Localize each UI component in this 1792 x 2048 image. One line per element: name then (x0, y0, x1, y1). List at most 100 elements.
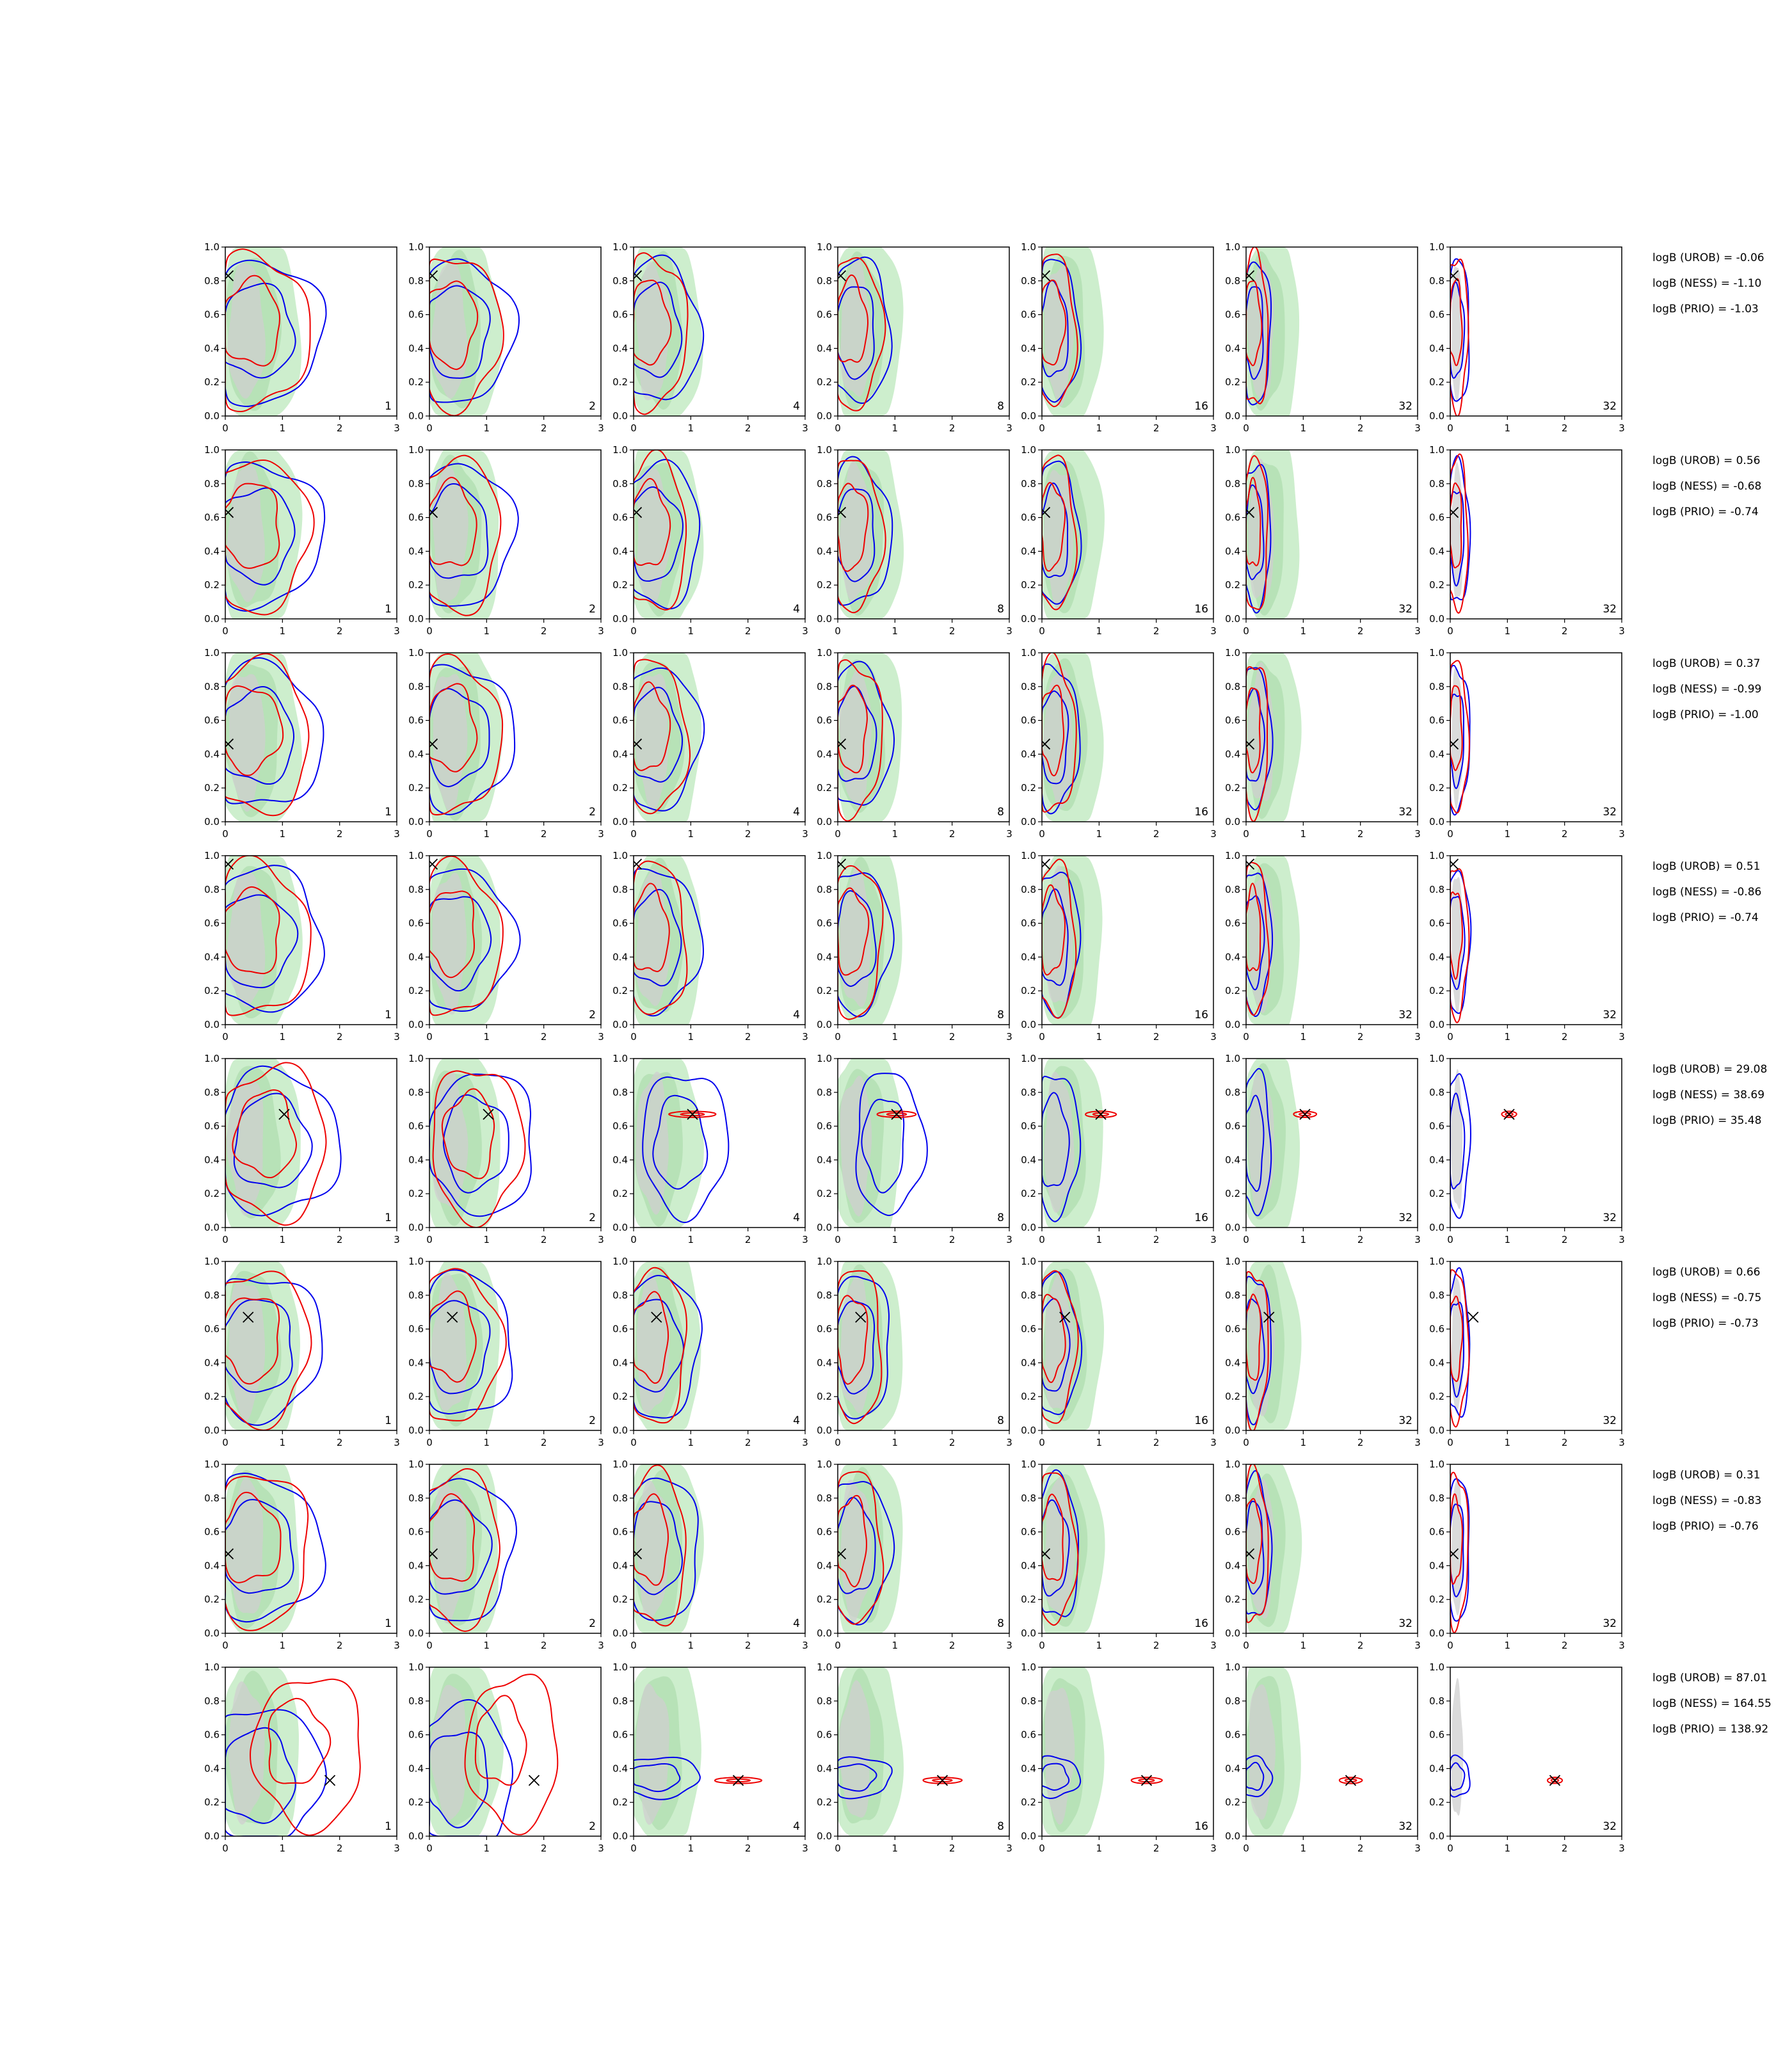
panel-r3-c2: 0 1 2 30.00.20.40.60.81.02 (408, 647, 604, 840)
red-contour-outer (429, 258, 504, 416)
panel-r2-c4: 0 1 2 3 0.0 0.2 0.4 0.6 0.8 1.0 8 (817, 444, 1012, 637)
blue-contour-inner (1042, 1763, 1070, 1791)
y-tick-label: 0.0 (1021, 1019, 1036, 1030)
y-tick-label: 0.0 (612, 1222, 628, 1233)
y-tick-label: 0.0 (817, 816, 832, 828)
y-tick-label: 0.8 (408, 884, 424, 895)
gray-region (1043, 669, 1073, 809)
blue-contour-inner (838, 1496, 876, 1594)
y-tick-label: 1.0 (408, 647, 424, 659)
red-contour-inner (1042, 884, 1066, 976)
x-tick-label: 3 (1619, 1437, 1625, 1448)
gray-region (433, 1070, 468, 1208)
y-tick-label: 1.0 (408, 1459, 424, 1470)
red-contour-outer (634, 659, 691, 815)
blue-contour-outer (1246, 1276, 1272, 1425)
y-tick-label: 0.8 (408, 275, 424, 287)
y-tick-label: 0.2 (1429, 985, 1444, 996)
blue-contour-outer (429, 463, 519, 607)
blue-contour-inner (634, 486, 684, 582)
x-tick-label: 0 (835, 1640, 841, 1651)
x-tick-label: 0 (1447, 1234, 1453, 1245)
red-contour-outer (1338, 1777, 1363, 1784)
x-tick-label: 3 (598, 1640, 604, 1651)
y-tick-label: 0.4 (1429, 748, 1444, 760)
y-tick-label: 0.6 (204, 1121, 220, 1132)
logb-ness-row-4: logB (NESS) = -0.86 (1652, 886, 1761, 899)
y-tick-label: 0.2 (1429, 1796, 1444, 1808)
blue-contour-outer (838, 872, 895, 1018)
y-tick-label: 0.6 (1225, 1121, 1240, 1132)
y-tick-label: 0.2 (1429, 376, 1444, 388)
y-tick-label: 0.0 (817, 1222, 832, 1233)
panel-r2-c6: 0 1 2 3 0.0 0.2 0.4 0.6 0.8 1.0 32 (1225, 444, 1421, 637)
panel-contours (1042, 1464, 1105, 1633)
y-tick-label: 0.2 (1021, 1594, 1036, 1605)
red-contour-inner (1246, 1293, 1261, 1381)
panel-corner-label: 1 (385, 806, 392, 819)
y-tick-label: 1.0 (612, 647, 628, 659)
red-contour-inner (1246, 883, 1261, 972)
gray-region (636, 1683, 669, 1825)
x-tick-label: 0 (1447, 625, 1453, 637)
axes-frame (633, 246, 806, 417)
y-tick-label: 0.0 (1429, 1425, 1444, 1436)
y-tick-label: 0.0 (1021, 1830, 1036, 1842)
panel-r3-c6: 0 1 2 3 0.0 0.2 0.4 0.6 0.8 1.0 32 (1225, 647, 1421, 840)
y-tick-label: 0.0 (1429, 1628, 1444, 1639)
panel-r1-c4: 0 1 2 3 0.0 0.2 0.4 0.6 0.8 1.0 8 (817, 241, 1012, 434)
red-contour-inner (838, 887, 870, 976)
x-tick-label: 2 (337, 1031, 343, 1043)
x-tick-label: 0 (1243, 1843, 1249, 1854)
x-tick-label: 1 (688, 422, 694, 434)
panel-corner-label: 16 (1194, 1414, 1208, 1427)
axes-frame (633, 1261, 806, 1431)
panel-r6-c6: 0 1 2 3 0.0 0.2 0.4 0.6 0.8 1.0 32 (1225, 1256, 1421, 1448)
y-tick-label: 0.0 (612, 1019, 628, 1030)
panel-corner-label: 32 (1398, 603, 1412, 616)
y-tick-label: 1.0 (1225, 241, 1240, 253)
panel-r4-c4: 0 1 2 3 0.0 0.2 0.4 0.6 0.8 1.0 8 (817, 850, 1012, 1043)
panel-contours (429, 653, 516, 822)
red-contour-outer (1042, 253, 1078, 408)
x-tick-label: 3 (1619, 1031, 1625, 1043)
blue-contour-inner (634, 687, 684, 783)
x-tick-label: 2 (1153, 1234, 1160, 1245)
panel-corner-label: 1 (385, 1820, 392, 1833)
red-contour-outer (464, 1674, 559, 1836)
panel-r8-c3: 0 1 2 3 0.0 0.2 0.4 0.6 0.8 1.0 4 (612, 1661, 808, 1854)
red-contour-inner (634, 681, 671, 771)
y-tick-label: 0.4 (817, 951, 832, 963)
x-tick-label: 3 (1414, 625, 1421, 637)
x-tick-label: 2 (1357, 625, 1364, 637)
y-tick-label: 0.8 (612, 275, 628, 287)
y-tick-label: 0.6 (1429, 715, 1444, 726)
logb-ness-row-6: logB (NESS) = -0.75 (1652, 1292, 1761, 1304)
y-tick-label: 1.0 (204, 1053, 220, 1064)
y-tick-label: 0.8 (1225, 275, 1240, 287)
x-tick-label: 0 (426, 625, 433, 637)
y-tick-label: 1.0 (1021, 1661, 1036, 1673)
panel-contours (1246, 653, 1302, 822)
red-contour-outer (1246, 666, 1268, 822)
x-tick-label: 3 (1619, 422, 1625, 434)
panel-contours (429, 1059, 532, 1228)
gray-region (838, 1680, 871, 1818)
red-contour-inner (838, 274, 869, 363)
panel-contours (429, 1667, 559, 1836)
y-tick-label: 0.4 (204, 951, 220, 963)
panel-corner-label: 4 (793, 1617, 800, 1630)
y-tick-label: 0.8 (408, 1087, 424, 1098)
panel-contours (1450, 258, 1470, 416)
x-tick-label: 1 (484, 625, 490, 637)
y-tick-label: 0.2 (817, 1594, 832, 1605)
y-tick-label: 0.0 (817, 613, 832, 625)
y-tick-label: 0.6 (1021, 512, 1036, 524)
x-tick-label: 3 (394, 1437, 400, 1448)
panel-r4-c7: 0 1 2 3 0.0 0.2 0.4 0.6 0.8 1.0 32 (1429, 850, 1625, 1043)
y-tick-label: 0.2 (1021, 985, 1036, 996)
y-tick-label: 0.2 (1225, 1594, 1240, 1605)
x-tick-label: 0 (222, 1234, 228, 1245)
y-tick-label: 0.6 (1021, 1729, 1036, 1741)
x-tick-label: 3 (1414, 828, 1421, 840)
